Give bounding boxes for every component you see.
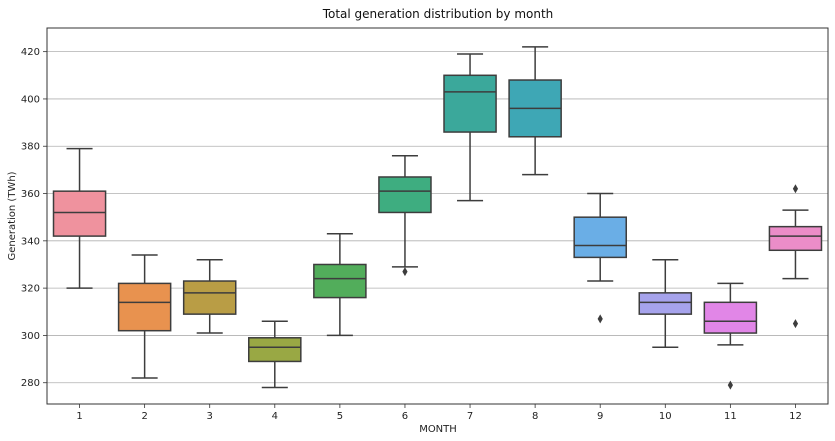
x-axis-label: MONTH — [419, 424, 457, 435]
box — [52, 190, 107, 237]
x-tick-label: 12 — [789, 411, 802, 422]
box — [248, 337, 302, 363]
box — [638, 292, 693, 315]
y-tick-label: 360 — [21, 189, 40, 200]
box-group-month-12 — [768, 184, 823, 329]
x-tick-label: 6 — [402, 411, 408, 422]
box-group-month-11 — [703, 282, 758, 390]
box — [443, 74, 497, 133]
box — [573, 216, 627, 259]
outlier-point — [597, 314, 603, 324]
box-group-month-4 — [248, 320, 302, 389]
x-tick-label: 8 — [532, 411, 538, 422]
y-tick-label: 320 — [21, 284, 40, 295]
x-tick-label: 9 — [597, 411, 603, 422]
box-group-month-8 — [508, 46, 562, 176]
grid-lines — [47, 51, 828, 384]
box-group-month-7 — [443, 53, 497, 202]
box-group-month-3 — [182, 258, 237, 334]
y-tick-label: 380 — [21, 142, 40, 153]
x-axis: 1 2 3 4 5 6 7 8 9 10 11 12 — [76, 404, 802, 422]
x-tick-label: 10 — [659, 411, 672, 422]
x-tick-label: 1 — [76, 411, 82, 422]
x-tick-label: 11 — [724, 411, 737, 422]
box — [117, 282, 172, 332]
y-axis-label: Generation (TWh) — [7, 171, 18, 260]
outlier-point — [402, 267, 408, 277]
outlier-point — [727, 380, 733, 390]
box-group-month-6 — [378, 154, 432, 277]
x-tick-label: 5 — [337, 411, 343, 422]
x-tick-label: 7 — [467, 411, 473, 422]
outlier-point — [792, 184, 799, 194]
box — [182, 280, 237, 315]
y-tick-label: 280 — [21, 378, 40, 389]
y-axis: 280 300 320 340 360 380 400 420 — [21, 47, 47, 389]
box — [313, 263, 367, 299]
x-tick-label: 3 — [207, 411, 213, 422]
box-group-month-5 — [313, 232, 367, 337]
box-group-month-9 — [573, 192, 627, 324]
outlier-point — [792, 319, 799, 329]
plot-area-frame — [46, 27, 829, 405]
box — [768, 225, 823, 252]
chart-title: Total generation distribution by month — [322, 7, 554, 21]
y-tick-label: 420 — [21, 47, 40, 58]
box-group-month-1 — [52, 147, 107, 289]
y-tick-label: 340 — [21, 236, 40, 247]
box-group-month-2 — [117, 254, 172, 379]
box — [703, 301, 758, 334]
y-tick-label: 400 — [21, 94, 40, 105]
y-tick-label: 300 — [21, 331, 40, 342]
box — [378, 176, 432, 214]
x-tick-label: 2 — [141, 411, 147, 422]
box-group-month-10 — [638, 258, 693, 348]
boxes — [52, 46, 823, 390]
x-tick-label: 4 — [272, 411, 278, 422]
